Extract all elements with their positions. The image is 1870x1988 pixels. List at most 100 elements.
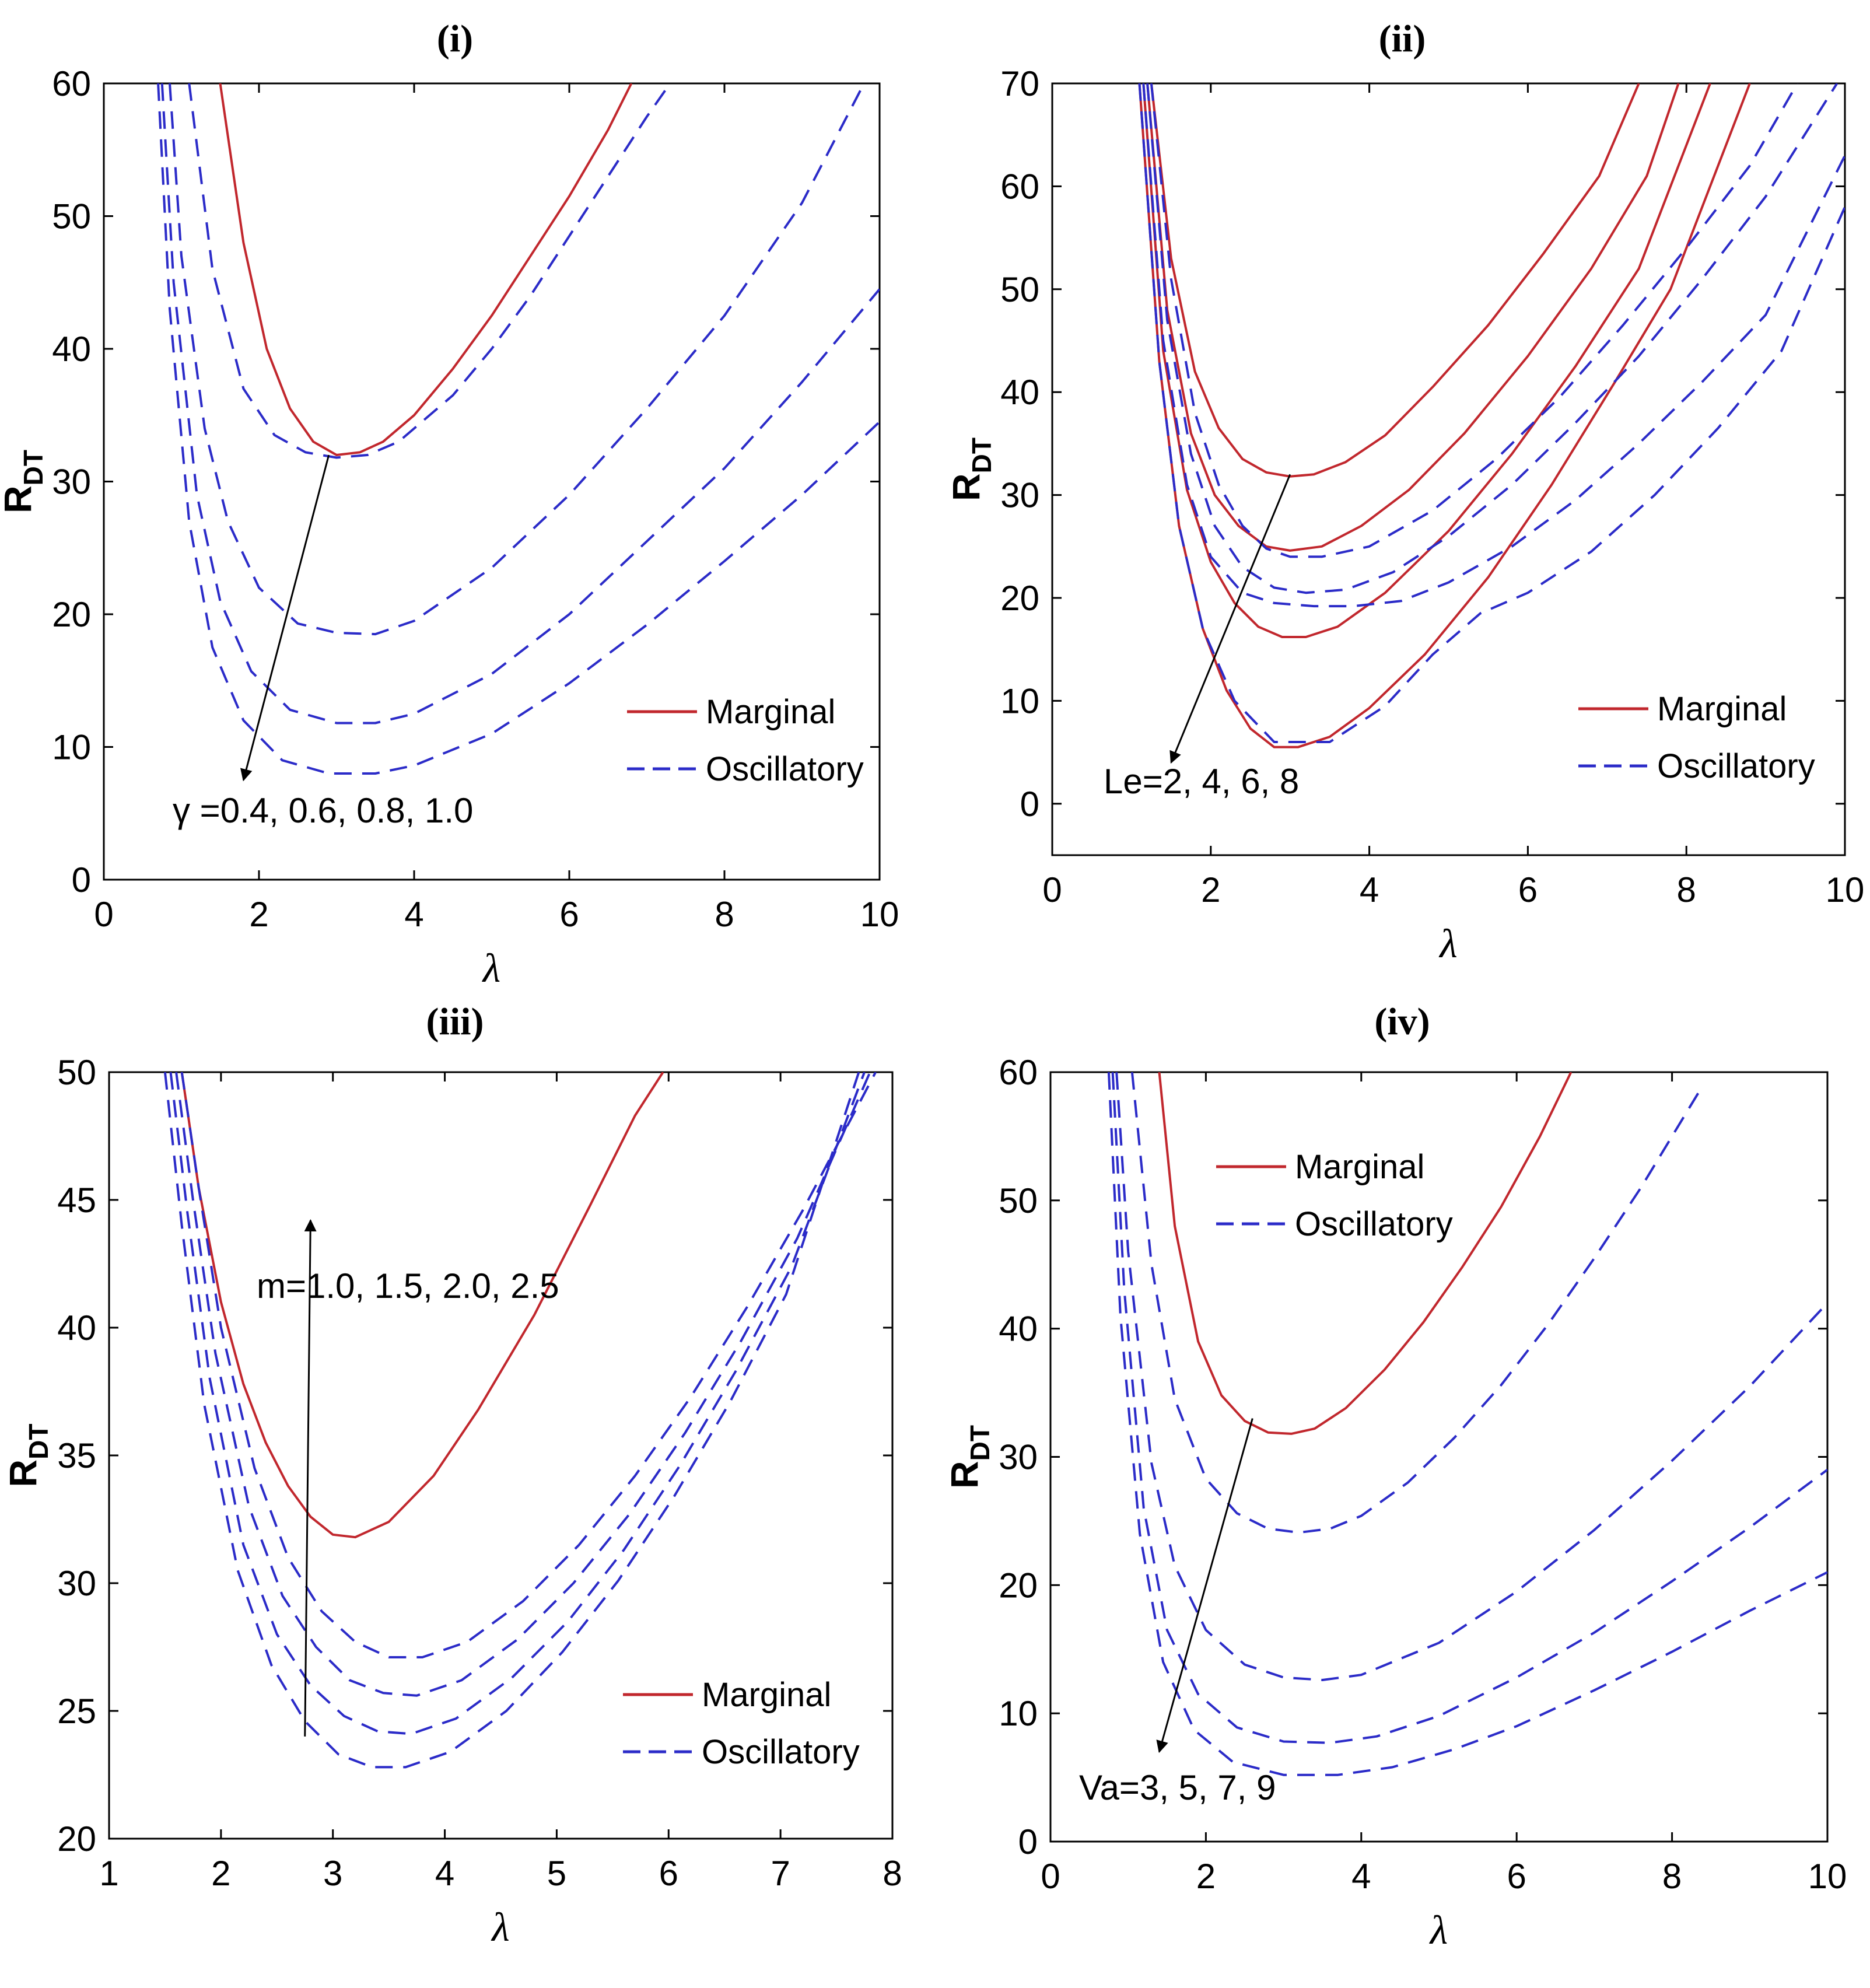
x-tick-label: 6 — [559, 895, 579, 934]
x-tick-label: 8 — [715, 895, 734, 934]
x-axis-label: λ — [491, 1905, 509, 1950]
legend: Marginal Oscillatory — [623, 1676, 860, 1771]
x-tick-label: 10 — [860, 895, 899, 934]
series-line-oscillatory — [180, 1072, 877, 1658]
x-tick-label: 4 — [1351, 1857, 1371, 1896]
y-axis-label-sub: DT — [966, 438, 997, 473]
y-tick-label: 30 — [52, 463, 91, 502]
series-group — [157, 83, 880, 775]
x-tick-label: 7 — [771, 1854, 790, 1893]
axes-box — [1051, 82, 1846, 856]
y-axis-label: RDT — [944, 438, 997, 501]
x-tick-label: 2 — [1201, 870, 1220, 909]
y-tick-label: 20 — [57, 1819, 96, 1859]
y-tick-label: 40 — [57, 1308, 96, 1348]
y-axis-label-sub: DT — [23, 1424, 54, 1460]
legend-label-oscillatory: Oscillatory — [702, 1733, 860, 1771]
x-tick-label: 0 — [1041, 1857, 1060, 1896]
y-axis-label: RDT — [0, 450, 48, 513]
series-line-oscillatory — [175, 1072, 871, 1697]
annotation-arrow — [240, 454, 330, 782]
panel-title: (i) — [437, 18, 473, 60]
series-line-oscillatory — [1146, 83, 1839, 594]
x-tick-label: 8 — [1662, 1857, 1682, 1896]
panel-2: (ii) 0 2 4 6 8 10 0 10 20 30 40 50 60 70 λ RDT Le=2, 4, 6… — [944, 18, 1864, 967]
annotation-text: γ =0.4, 0.6, 0.8, 1.0 — [173, 791, 473, 830]
series-line-marginal — [180, 1072, 664, 1539]
panel-title: (ii) — [1379, 18, 1426, 60]
y-axis-label-main: R — [944, 473, 987, 501]
x-tick-label: 2 — [1196, 1857, 1216, 1896]
y-tick-label: 60 — [999, 1053, 1038, 1092]
legend: Marginal Oscillatory — [1216, 1148, 1453, 1243]
y-tick-label: 25 — [57, 1692, 96, 1731]
series-group — [1107, 1072, 1827, 1776]
legend-label-oscillatory: Oscillatory — [1657, 747, 1815, 785]
annotation-text: Va=3, 5, 7, 9 — [1079, 1768, 1276, 1807]
annotation-text: m=1.0, 1.5, 2.0, 2.5 — [257, 1266, 559, 1306]
x-axis-label: λ — [1438, 922, 1457, 967]
y-tick-label: 60 — [1000, 167, 1039, 206]
legend: Marginal Oscillatory — [627, 693, 864, 788]
x-tick-label: 8 — [1677, 870, 1696, 909]
y-tick-label: 0 — [1018, 1822, 1038, 1861]
y-axis-label-sub: DT — [965, 1425, 995, 1461]
y-tick-label: 30 — [999, 1438, 1038, 1477]
y-axis-label-sub: DT — [18, 450, 48, 485]
series-line-oscillatory — [169, 1072, 866, 1735]
series-line-marginal — [219, 83, 633, 456]
y-tick-label: 35 — [57, 1436, 96, 1475]
annotation-arrow — [304, 1219, 317, 1737]
y-tick-label: 40 — [52, 330, 91, 369]
x-tick-label: 6 — [659, 1854, 678, 1893]
x-tick-label: 2 — [249, 895, 268, 934]
series-line-oscillatory — [1138, 83, 1845, 743]
x-tick-label: 1 — [99, 1854, 118, 1893]
legend: Marginal Oscillatory — [1578, 690, 1815, 785]
annotation-arrow — [1156, 1418, 1253, 1754]
x-tick-label: 0 — [1042, 870, 1062, 909]
x-tick-label: 4 — [404, 895, 423, 934]
series-line-oscillatory — [1107, 1072, 1827, 1776]
x-tick-label: 8 — [883, 1854, 902, 1893]
legend-label-marginal: Marginal — [706, 693, 835, 731]
annotation-text: Le=2, 4, 6, 8 — [1104, 762, 1299, 801]
series-line-marginal — [1146, 83, 1680, 552]
y-tick-label: 50 — [1000, 270, 1039, 309]
y-tick-label: 50 — [52, 197, 91, 236]
y-tick-label: 30 — [1000, 476, 1039, 515]
x-tick-label: 10 — [1826, 870, 1865, 909]
y-tick-label: 50 — [57, 1053, 96, 1092]
series-line-marginal — [1138, 83, 1751, 748]
x-tick-label: 4 — [1360, 870, 1379, 909]
series-line-oscillatory — [157, 83, 880, 775]
axes-box — [108, 1071, 894, 1840]
x-tick-label: 5 — [547, 1854, 566, 1893]
series-line-marginal — [1142, 83, 1711, 638]
y-axis-label-main: R — [1, 1460, 44, 1488]
legend-label-oscillatory: Oscillatory — [706, 750, 864, 788]
x-axis-label: λ — [1429, 1908, 1448, 1953]
panel-1: (i) 0 2 4 6 8 10 0 10 20 30 40 50 60 λ RDT γ =0.4, 0.6, … — [0, 18, 899, 991]
series-line-oscillatory — [1111, 1072, 1827, 1744]
series-line-oscillatory — [1150, 83, 1799, 558]
y-tick-label: 40 — [999, 1310, 1038, 1349]
y-tick-label: 50 — [999, 1181, 1038, 1220]
y-tick-label: 10 — [999, 1694, 1038, 1733]
y-axis-label-main: R — [0, 485, 39, 513]
panel-title: (iv) — [1374, 1000, 1430, 1043]
series-line-oscillatory — [163, 1072, 860, 1769]
x-axis-label: λ — [482, 946, 500, 991]
panel-4: (iv) 0 2 4 6 8 10 0 10 20 30 40 50 60 λ RDT Va=3, 5, 7, … — [943, 1000, 1847, 1953]
y-axis-label-main: R — [943, 1461, 986, 1489]
legend-label-marginal: Marginal — [702, 1676, 831, 1714]
y-tick-label: 0 — [72, 860, 91, 900]
y-tick-label: 0 — [1020, 785, 1039, 824]
series-line-oscillatory — [169, 83, 866, 636]
y-tick-label: 10 — [1000, 681, 1039, 720]
y-tick-label: 20 — [1000, 579, 1039, 618]
x-tick-label: 10 — [1808, 1857, 1847, 1896]
y-tick-label: 60 — [52, 64, 91, 103]
